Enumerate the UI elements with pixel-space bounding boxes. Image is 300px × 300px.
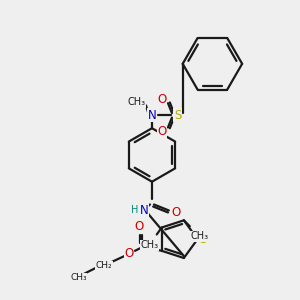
Text: N: N <box>148 109 156 122</box>
Text: CH₃: CH₃ <box>70 273 87 282</box>
Text: S: S <box>174 109 182 122</box>
Text: CH₃: CH₃ <box>191 231 209 241</box>
Text: O: O <box>124 247 134 260</box>
Text: H: H <box>131 206 139 215</box>
Text: CH₃: CH₃ <box>127 98 145 107</box>
Text: CH₂: CH₂ <box>96 261 112 270</box>
Text: O: O <box>134 220 143 232</box>
Text: N: N <box>140 204 148 217</box>
Text: CH₃: CH₃ <box>141 240 159 250</box>
Text: O: O <box>157 93 167 106</box>
Text: O: O <box>171 206 180 219</box>
Text: O: O <box>157 125 167 138</box>
Text: S: S <box>199 233 206 246</box>
